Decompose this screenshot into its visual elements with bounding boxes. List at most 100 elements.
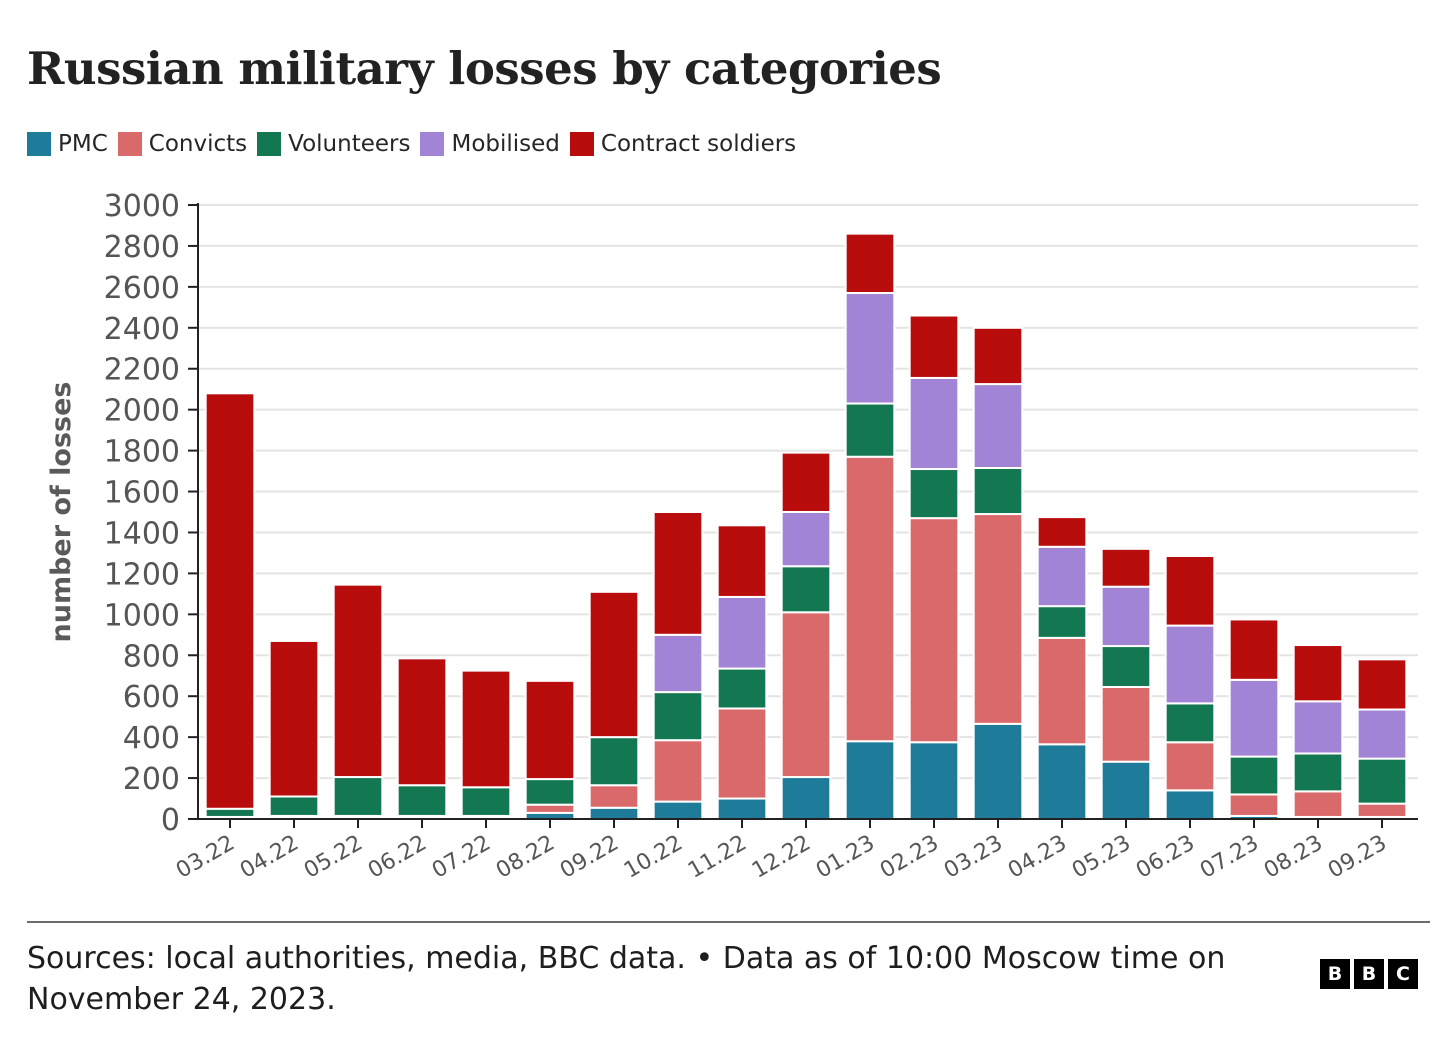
bar-segment <box>780 611 832 779</box>
bar-segment <box>780 776 832 820</box>
source-note: Sources: local authorities, media, BBC d… <box>27 941 1226 1017</box>
bar-segment <box>1164 741 1216 792</box>
bar-segment <box>1228 618 1280 681</box>
bars <box>204 232 1408 821</box>
bar-segment <box>908 741 960 820</box>
bar-segment <box>524 679 576 781</box>
y-tick-label: 1200 <box>104 557 180 592</box>
bar-segment <box>908 468 960 520</box>
legend-swatch <box>27 132 51 156</box>
bar-segment <box>268 639 320 798</box>
y-tick-label: 2600 <box>104 271 180 306</box>
y-tick-label: 1000 <box>104 598 180 633</box>
bar-segment <box>1356 802 1408 818</box>
bar-segment <box>652 633 704 694</box>
bar-segment <box>844 292 896 405</box>
y-tick-label: 800 <box>123 639 180 674</box>
bar-segment <box>844 232 896 295</box>
bar-segment <box>460 669 512 789</box>
chart-title: Russian military losses by categories <box>27 42 942 95</box>
bar-segment <box>844 740 896 821</box>
y-tick-label: 200 <box>123 762 180 797</box>
x-tick-label: 03.22 <box>172 831 239 884</box>
bar-segment <box>1164 555 1216 627</box>
bar-segment <box>1292 700 1344 755</box>
legend-swatch <box>569 132 594 156</box>
y-tick-label: 2400 <box>104 312 180 347</box>
bar-segment <box>1036 545 1088 608</box>
bar-segment <box>716 707 768 800</box>
footer-divider <box>27 921 1430 923</box>
bar-segment <box>972 383 1024 469</box>
bar-segment <box>652 511 704 636</box>
bar-segment <box>844 402 896 458</box>
x-tick-label: 11.22 <box>684 831 751 884</box>
bar-segment <box>908 517 960 744</box>
bar-segment <box>1100 685 1152 763</box>
bar-segment <box>716 667 768 710</box>
bar-segment <box>1228 755 1280 796</box>
bar-segment <box>1036 516 1088 548</box>
bar-segment <box>1356 757 1408 805</box>
x-tick-label: 05.22 <box>300 831 367 884</box>
x-tick-label: 09.22 <box>556 831 623 884</box>
bar-segment <box>1356 708 1408 760</box>
x-tick-label: 08.23 <box>1260 831 1327 884</box>
bar-segment <box>332 776 384 817</box>
y-axis-label: number of losses <box>46 382 77 643</box>
bar-segment <box>1292 752 1344 793</box>
bar-segment <box>652 739 704 803</box>
x-tick-label: 04.23 <box>1004 831 1071 884</box>
x-tick-label: 06.23 <box>1132 831 1199 884</box>
bar-segment <box>524 778 576 806</box>
bar-segment <box>972 722 1024 821</box>
bar-segment <box>1100 645 1152 688</box>
y-tick-label: 3000 <box>104 189 180 224</box>
legend-item: Contract soldiers <box>569 131 796 157</box>
bar-segment <box>972 466 1024 516</box>
y-tick-label: 2800 <box>104 230 180 265</box>
x-tick-label: 02.23 <box>876 831 943 884</box>
bar-segment <box>204 392 256 810</box>
bar-segment <box>716 524 768 598</box>
bar-segment <box>1036 743 1088 821</box>
bar-segment <box>1100 585 1152 648</box>
legend-item: Mobilised <box>420 131 560 157</box>
bar-segment <box>1100 547 1152 588</box>
bar-segment <box>588 590 640 739</box>
bar-segment <box>1036 605 1088 639</box>
x-tick-label: 10.22 <box>620 831 687 884</box>
x-tick-label: 12.22 <box>748 831 815 884</box>
bar-segment <box>1164 624 1216 705</box>
bar-segment <box>652 691 704 742</box>
legend-label: Mobilised <box>451 131 560 157</box>
legend-item: Volunteers <box>257 131 410 157</box>
bar-segment <box>1356 658 1408 711</box>
legend-label: Volunteers <box>288 131 411 157</box>
x-tick-label: 05.23 <box>1068 831 1135 884</box>
legend-item: Convicts <box>117 131 248 157</box>
y-axis-ticks: 0 200 400 600 800 1000 1200 1400 1600 1800 2000 220… <box>104 189 198 838</box>
bar-segment <box>972 513 1024 725</box>
bar-segment <box>460 786 512 817</box>
bar-segment <box>1036 636 1088 746</box>
x-tick-label: 09.23 <box>1324 831 1391 884</box>
bar-segment <box>1292 644 1344 703</box>
bar-segment <box>908 314 960 379</box>
legend-label: Convicts <box>148 131 248 157</box>
bar-segment <box>396 784 448 817</box>
bar-segment <box>524 803 576 814</box>
legend-swatch <box>117 132 142 156</box>
bar-segment <box>780 511 832 568</box>
x-tick-label: 01.23 <box>812 831 879 884</box>
bar-segment <box>1228 793 1280 817</box>
bbc-logo-letter: B <box>1354 959 1384 989</box>
y-tick-label: 2000 <box>104 394 180 429</box>
bbc-logo-letter: C <box>1388 959 1418 989</box>
legend-label: PMC <box>58 131 108 157</box>
y-tick-label: 0 <box>161 803 180 838</box>
x-tick-label: 08.22 <box>492 831 559 884</box>
bar-segment <box>588 806 640 821</box>
bar-segment <box>1228 678 1280 758</box>
bar-segment <box>780 565 832 614</box>
